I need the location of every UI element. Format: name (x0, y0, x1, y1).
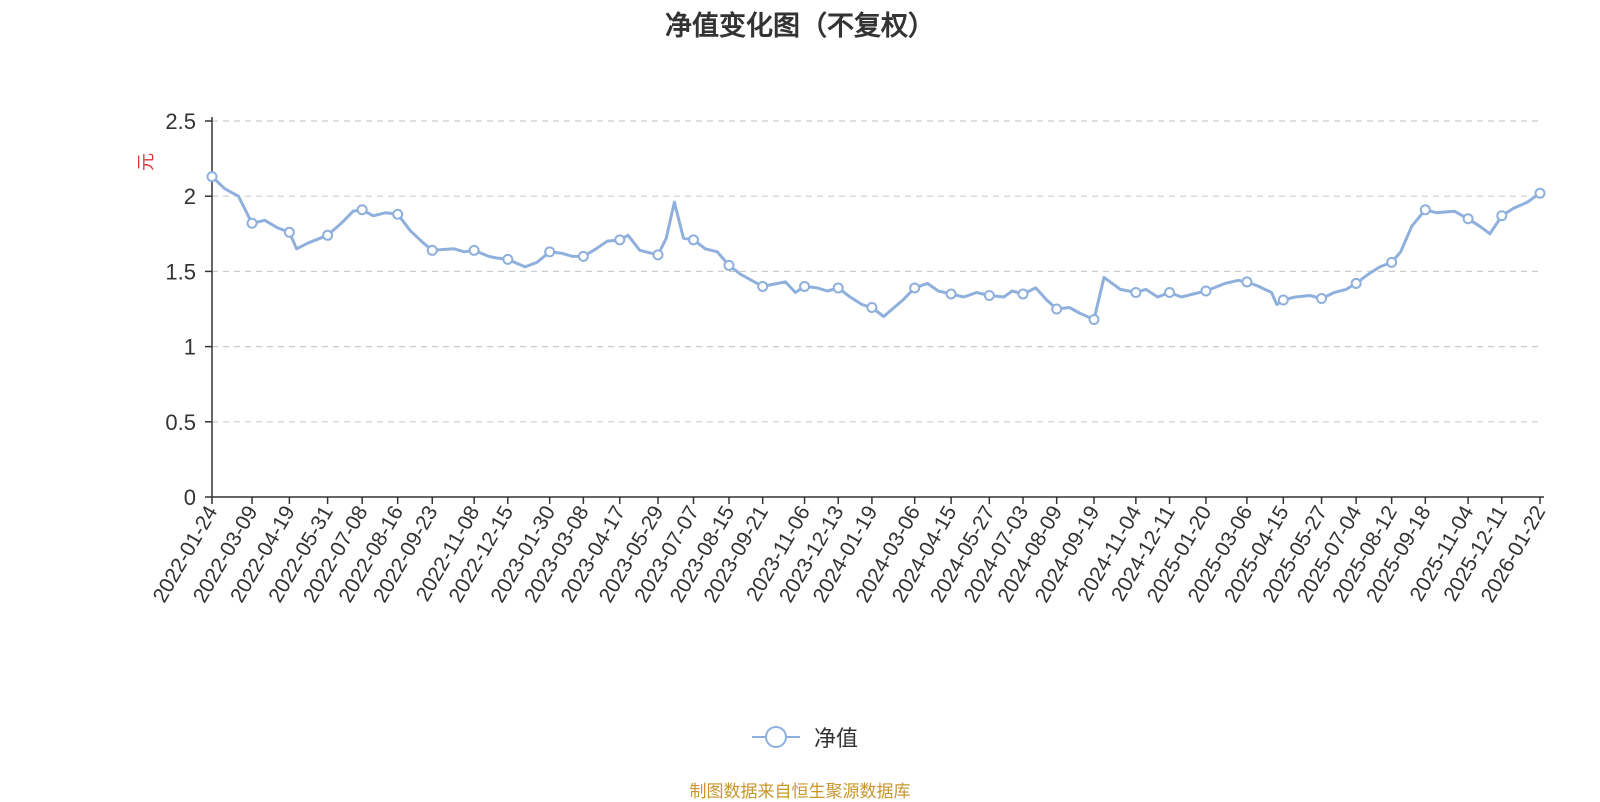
legend-line-marker-icon (752, 726, 800, 748)
data-point[interactable] (614, 234, 626, 246)
y-tick-label: 0 (184, 485, 196, 510)
data-point[interactable] (945, 288, 957, 300)
data-point[interactable] (392, 208, 404, 220)
data-point[interactable] (866, 301, 878, 313)
data-point[interactable] (1017, 288, 1029, 300)
data-point[interactable] (1386, 256, 1398, 268)
legend[interactable]: 净值 (750, 722, 858, 752)
legend-label: 净值 (814, 727, 859, 752)
data-point[interactable] (688, 234, 700, 246)
data-point[interactable] (1051, 303, 1063, 315)
y-tick-label: 1.5 (165, 259, 196, 284)
series-line (210, 175, 1541, 321)
data-point[interactable] (832, 282, 844, 294)
axes: 00.511.522.52022-01-242022-03-092022-04-… (149, 109, 1551, 607)
data-point[interactable] (799, 280, 811, 292)
chart-title: 净值变化图（不复权） (665, 11, 935, 42)
data-point[interactable] (757, 280, 769, 292)
data-point[interactable] (1088, 314, 1100, 326)
data-point[interactable] (1164, 286, 1176, 298)
data-point[interactable] (468, 244, 480, 256)
data-point[interactable] (206, 171, 218, 183)
data-point[interactable] (1316, 292, 1328, 304)
y-tick-label: 2.5 (165, 109, 196, 134)
data-point[interactable] (1534, 187, 1546, 199)
data-point[interactable] (356, 204, 368, 216)
grid-lines (212, 120, 1540, 423)
data-point[interactable] (544, 246, 556, 258)
data-point[interactable] (652, 249, 664, 261)
y-tick-label: 0.5 (165, 410, 196, 435)
series-layer (206, 171, 1546, 326)
data-point[interactable] (1200, 285, 1212, 297)
y-axis-label: 元 (136, 153, 156, 171)
y-tick-label: 2 (184, 184, 196, 209)
data-point[interactable] (1277, 294, 1289, 306)
data-point[interactable] (723, 259, 735, 271)
data-point[interactable] (1496, 210, 1508, 222)
data-point[interactable] (322, 229, 334, 241)
data-point[interactable] (577, 250, 589, 262)
data-point[interactable] (1462, 213, 1474, 225)
data-point[interactable] (983, 289, 995, 301)
data-point[interactable] (246, 217, 258, 229)
data-point[interactable] (1350, 277, 1362, 289)
data-point[interactable] (1241, 276, 1253, 288)
y-tick-label: 1 (184, 335, 196, 360)
data-point[interactable] (426, 244, 438, 256)
data-point[interactable] (502, 253, 514, 265)
source-note: 制图数据来自恒生聚源数据库 (689, 782, 911, 802)
data-point[interactable] (283, 226, 295, 238)
data-point[interactable] (1130, 286, 1142, 298)
data-point[interactable] (1419, 204, 1431, 216)
data-point[interactable] (909, 282, 921, 294)
